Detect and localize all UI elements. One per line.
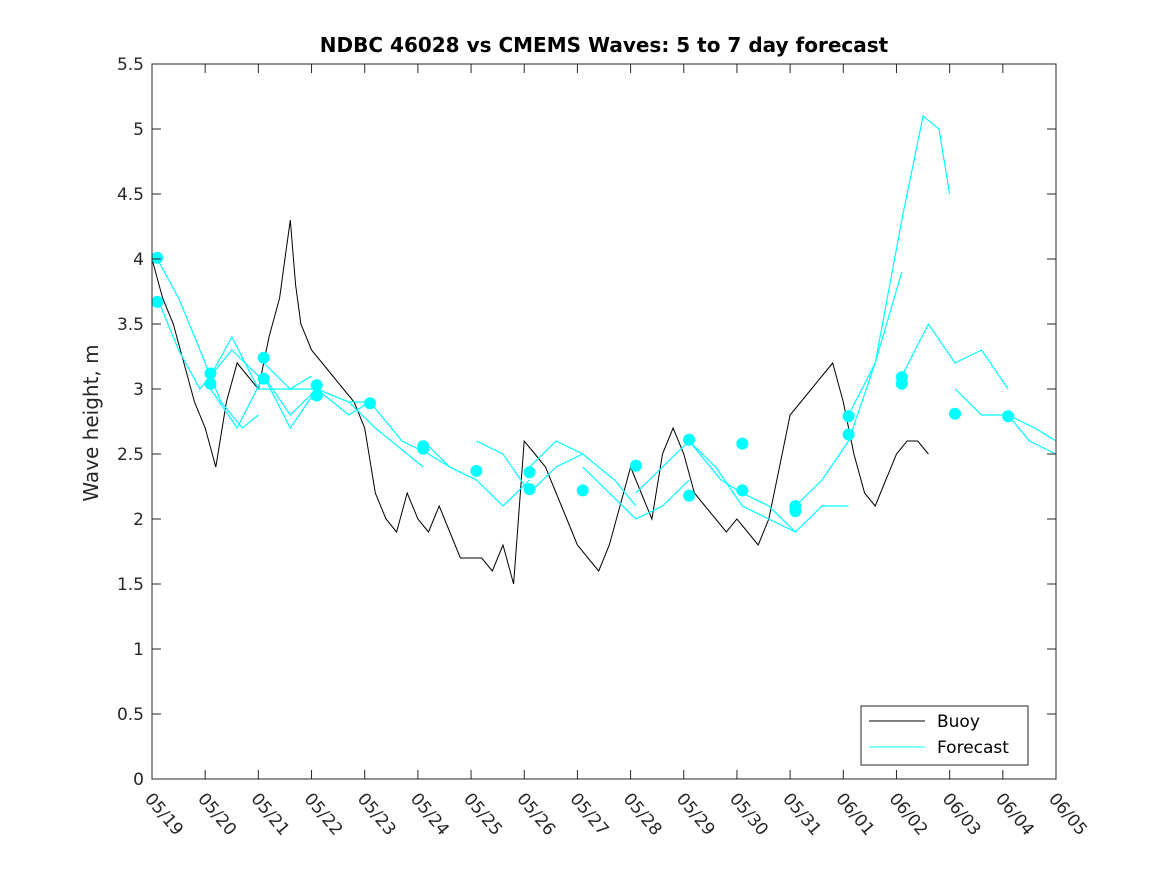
forecast-marker	[151, 251, 164, 264]
legend-buoy-label: Buoy	[937, 712, 980, 732]
y-tick-label: 5.5	[117, 55, 144, 75]
forecast-marker	[736, 484, 749, 497]
forecast-marker	[204, 367, 217, 380]
forecast-series-line-8	[422, 440, 531, 507]
plot-area	[151, 114, 1057, 585]
legend-box	[860, 705, 1029, 766]
y-tick-label: 4.5	[117, 185, 144, 205]
forecast-series-line-13	[688, 440, 796, 533]
axes	[151, 63, 1057, 780]
y-tick-label: 1	[133, 640, 144, 660]
y-tick-label: 4	[133, 250, 144, 270]
forecast-marker	[523, 483, 536, 496]
y-tick-label: 2.5	[117, 445, 144, 465]
y-tick-label: 3.5	[117, 315, 144, 335]
forecast-marker	[417, 442, 430, 455]
forecast-marker	[364, 397, 376, 410]
forecast-marker	[683, 489, 696, 502]
forecast-marker	[842, 428, 855, 441]
axes-box	[151, 63, 1057, 780]
forecast-marker	[151, 295, 164, 308]
forecast-marker	[842, 410, 855, 423]
forecast-marker	[523, 466, 536, 479]
forecast-marker	[895, 377, 908, 390]
buoy-series-line	[151, 219, 929, 585]
legend-forecast-label: Forecast	[937, 738, 1009, 758]
forecast-series-line-2	[209, 335, 312, 390]
forecast-series-line-15	[794, 271, 903, 507]
forecast-series-line-16	[848, 114, 951, 416]
forecast-series-line-19	[1007, 414, 1057, 455]
forecast-marker	[576, 484, 589, 497]
forecast-series-line-1	[156, 297, 259, 391]
forecast-marker	[470, 464, 483, 477]
forecast-series-line-6	[316, 388, 424, 468]
forecast-marker	[949, 407, 961, 420]
chart-title: NDBC 46028 vs CMEMS Waves: 5 to 7 day fo…	[320, 33, 889, 57]
forecast-series-line-14	[742, 492, 849, 533]
y-tick-label: 1.5	[117, 575, 144, 595]
y-axis-label: Wave height, m	[79, 344, 103, 501]
legend: Buoy Forecast	[860, 705, 1029, 766]
forecast-marker	[310, 389, 323, 402]
forecast-marker	[257, 372, 270, 385]
forecast-series-line-17	[901, 322, 1009, 390]
forecast-marker	[629, 459, 642, 472]
forecast-series-line-11	[582, 466, 690, 520]
forecast-marker	[1002, 410, 1015, 423]
y-tick-label: 0.5	[117, 705, 144, 725]
y-tick-label: 0	[133, 770, 144, 790]
forecast-marker	[310, 379, 323, 392]
forecast-marker	[789, 505, 802, 518]
y-tick-label: 2	[133, 510, 144, 530]
forecast-marker	[257, 351, 270, 364]
forecast-series-line-10	[529, 440, 637, 507]
y-tick-label: 5	[133, 120, 144, 140]
forecast-marker	[683, 433, 696, 446]
y-tick-label: 3	[133, 380, 144, 400]
forecast-marker	[736, 437, 749, 450]
forecast-marker	[204, 377, 217, 390]
